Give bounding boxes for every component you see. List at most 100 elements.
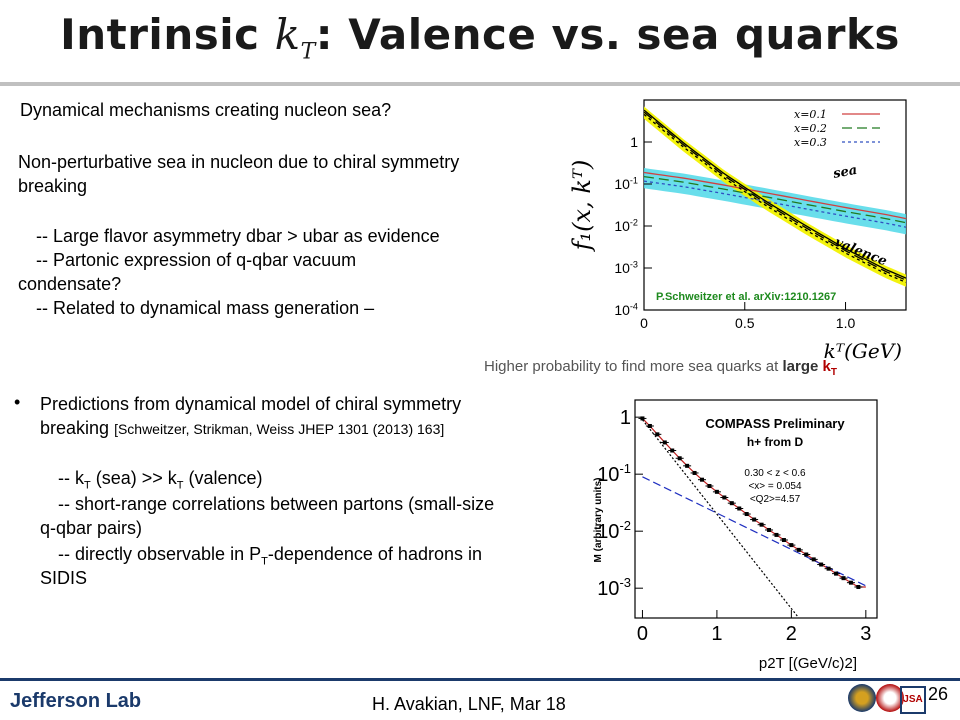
- title-math-k: k: [274, 10, 301, 59]
- valence-curve-1: [643, 109, 907, 279]
- y-tick-label-0: 10-4: [614, 301, 638, 318]
- chart2-cut-1: <x> = 0.054: [748, 481, 802, 492]
- sea-annotation: sea: [832, 163, 858, 182]
- sea-curve-3: [643, 180, 907, 228]
- bottom-item-3b: SIDIS: [40, 568, 88, 588]
- logo-text: Jefferson Lab: [10, 690, 142, 712]
- x2-tick-label-0: 0: [637, 623, 648, 645]
- data-point-18: [774, 532, 779, 537]
- data-point-17: [767, 527, 772, 532]
- data-point-29: [856, 584, 861, 589]
- item1-pre: -- k: [58, 468, 84, 488]
- chart2-title: COMPASS Preliminary: [705, 416, 845, 431]
- bottom-item-1: -- kT (sea) >> kT (valence): [58, 466, 263, 498]
- data-point-12: [729, 501, 734, 506]
- bullet-dot: •: [14, 392, 21, 412]
- doe-seal-icon: [848, 684, 876, 712]
- bottom-bullet-line-1: Predictions from dynamical model of chir…: [40, 394, 462, 414]
- bottom-item-3a: -- directly observable in PT-dependence …: [58, 542, 482, 574]
- chart2-subtitle: h+ from D: [747, 435, 804, 449]
- data-point-6: [685, 463, 690, 468]
- legend-label-2: x=0.2: [794, 122, 827, 135]
- data-point-28: [848, 580, 853, 585]
- data-point-22: [804, 552, 809, 557]
- item3-pre: -- directly observable in P: [58, 544, 262, 564]
- data-point-0: [640, 416, 645, 421]
- title-prefix: Intrinsic: [60, 10, 275, 59]
- top-item-1: -- Large flavor asymmetry dbar > ubar as…: [36, 226, 440, 246]
- y-tick-label-3: 10-1: [614, 175, 638, 192]
- item3-sub: T: [261, 555, 268, 568]
- y-axis-label: f₁(x, kᵀ): [568, 160, 596, 253]
- bottom-item-2b: q-qbar pairs): [40, 518, 143, 538]
- top-line-2a: Non-perturbative sea in nucleon due to c…: [18, 152, 460, 172]
- data-point-8: [700, 477, 705, 482]
- valence-curve-2: [643, 111, 907, 281]
- bullet-line-2-text: breaking: [40, 418, 110, 438]
- data-point-4: [670, 448, 675, 453]
- data-point-27: [841, 576, 846, 581]
- data-point-20: [789, 543, 794, 548]
- y-tick-label-4: 1: [630, 134, 638, 150]
- y2-tick-label-2: 10-1: [597, 461, 631, 486]
- sea-curve-1: [643, 171, 907, 220]
- valence-curve-3: [643, 113, 907, 283]
- plot-frame-2: [634, 399, 878, 619]
- jsa-logo: JSA: [900, 686, 926, 714]
- x-axis-label: kᵀ(GeV): [824, 339, 902, 363]
- footer-author: H. Avakian, LNF, Mar 18: [372, 694, 566, 714]
- item1-sub1: T: [84, 479, 91, 492]
- top-line-1: Dynamical mechanisms creating nucleon se…: [20, 100, 392, 120]
- page-title: Intrinsic kT: Valence vs. sea quarks: [0, 10, 960, 64]
- y2-tick-label-0: 10-3: [597, 575, 631, 600]
- data-point-10: [714, 489, 719, 494]
- caption-bold: large: [782, 358, 823, 375]
- caption-red-sub: T: [830, 367, 837, 378]
- y-tick-label-1: 10-3: [614, 259, 638, 276]
- x-tick-label-2: 1.0: [836, 315, 856, 331]
- item1-post: (valence): [183, 468, 263, 488]
- y-tick-label-2: 10-2: [614, 217, 638, 234]
- top-item-2a: -- Partonic expression of q-qbar vacuum: [36, 250, 357, 270]
- data-point-16: [759, 522, 764, 527]
- reference-annotation: P.Schweitzer et al. arXiv:1210.1267: [656, 291, 836, 303]
- legend-label-3: x=0.3: [794, 136, 827, 149]
- data-point-25: [826, 566, 831, 571]
- data-point-21: [796, 547, 801, 552]
- reference-text: [Schweitzer, Strikman, Weiss JHEP 1301 (…: [114, 421, 445, 437]
- sea-band: [644, 168, 906, 235]
- data-point-9: [707, 484, 712, 489]
- x-tick-label-0: 0: [640, 315, 648, 331]
- data-point-15: [752, 517, 757, 522]
- top-item-3: -- Related to dynamical mass generation …: [36, 298, 375, 318]
- data-point-5: [677, 456, 682, 461]
- x-tick-label-1: 0.5: [735, 315, 755, 331]
- y2-tick-label-1: 10-2: [597, 518, 631, 543]
- data-point-13: [737, 506, 742, 511]
- caption-red: k: [822, 358, 831, 375]
- footer-divider: [0, 678, 960, 681]
- caption-pre: Higher probability to find more sea quar…: [484, 358, 783, 375]
- data-point-23: [811, 557, 816, 562]
- x2-axis-label: p2T [(GeV/c)2]: [759, 655, 857, 672]
- title-bar: Intrinsic kT: Valence vs. sea quarks: [0, 0, 960, 86]
- data-point-26: [834, 571, 839, 576]
- x2-tick-label-3: 3: [860, 623, 871, 645]
- data-point-3: [662, 440, 667, 445]
- compass-pt-chart: COMPASS Preliminary h+ from D 0.30 < z < 0…: [593, 399, 878, 672]
- item3-post: -dependence of hadrons in: [267, 544, 482, 564]
- jefferson-lab-logo: Jefferson Lab: [10, 690, 141, 713]
- data-point-7: [692, 470, 697, 475]
- data-point-14: [744, 512, 749, 517]
- item1-mid: (sea) >> k: [90, 468, 177, 488]
- top-item-2b: condensate?: [18, 274, 122, 294]
- data-point-2: [655, 432, 660, 437]
- bottom-item-2a: -- short-range correlations between part…: [58, 494, 495, 514]
- x2-tick-label-2: 2: [786, 623, 797, 645]
- data-point-11: [722, 495, 727, 500]
- data-point-1: [647, 423, 652, 428]
- item1-sub2: T: [176, 479, 184, 492]
- x2-tick-label-1: 1: [711, 623, 722, 645]
- data-point-19: [781, 538, 786, 543]
